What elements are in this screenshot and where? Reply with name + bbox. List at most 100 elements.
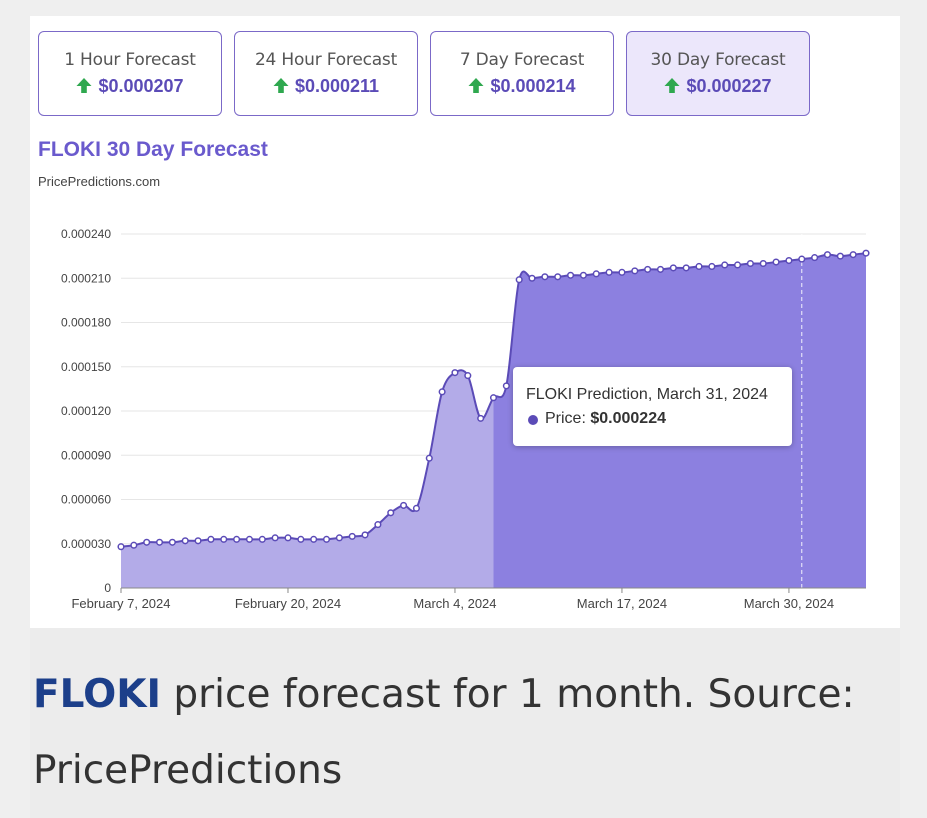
y-tick-label: 0.000210 [61, 271, 111, 285]
y-tick-label: 0.000120 [61, 404, 111, 418]
y-tick-label: 0.000060 [61, 493, 111, 507]
data-point [284, 534, 292, 542]
data-points [117, 249, 870, 551]
data-point [695, 262, 703, 270]
data-point [746, 259, 754, 268]
y-tick-label: 0.000030 [61, 537, 111, 551]
tab-value: $0.000207 [98, 76, 184, 96]
caption-brand: FLOKI [33, 672, 161, 717]
data-point [400, 501, 408, 509]
data-point [335, 534, 343, 542]
data-point [759, 259, 767, 268]
data-point [451, 369, 459, 377]
data-point [258, 535, 266, 543]
x-tick-label: March 4, 2024 [413, 596, 496, 611]
up-arrow-icon [76, 78, 92, 93]
tooltip-price-row: Price: $0.000224 [545, 410, 666, 428]
data-point [734, 261, 742, 269]
tab-24-hour-forecast[interactable]: 24 Hour Forecast $0.000211 [234, 31, 418, 116]
data-point [849, 251, 857, 259]
x-tick-label: March 30, 2024 [744, 596, 834, 611]
data-point [220, 535, 228, 543]
data-point [322, 535, 331, 543]
tab-1-hour-forecast[interactable]: 1 Hour Forecast $0.000207 [38, 31, 222, 116]
data-point [271, 534, 279, 542]
x-tick-label: February 7, 2024 [71, 596, 170, 611]
y-tick-label: 0.000240 [61, 227, 111, 241]
data-point [181, 537, 189, 545]
data-point [785, 257, 793, 265]
data-point [438, 388, 446, 396]
chart-tooltip: FLOKI Prediction, March 31, 2024 Price: … [513, 367, 792, 446]
data-point [233, 535, 241, 543]
data-point [682, 264, 690, 272]
data-point [117, 543, 125, 551]
data-point [374, 521, 382, 529]
data-point [669, 264, 677, 272]
history-area [121, 370, 494, 588]
data-point [618, 268, 626, 276]
tab-30-day-forecast[interactable]: 30 Day Forecast $0.000227 [626, 31, 810, 116]
tab-value-row: $0.000211 [235, 76, 417, 97]
data-point [541, 273, 549, 281]
y-tick-label: 0.000150 [61, 360, 111, 374]
tab-value-row: $0.000214 [431, 76, 613, 97]
data-point [836, 252, 844, 260]
tab-7-day-forecast[interactable]: 7 Day Forecast $0.000214 [430, 31, 614, 116]
data-point [245, 535, 253, 543]
series-dot-icon [528, 415, 538, 425]
data-point [823, 251, 832, 259]
data-point [489, 394, 498, 402]
data-point [554, 273, 562, 281]
y-tick-label: 0.000090 [61, 448, 111, 462]
data-point [592, 270, 600, 278]
tooltip-title: FLOKI Prediction, March 31, 2024 [526, 386, 768, 403]
data-point [155, 538, 164, 546]
up-arrow-icon [468, 78, 484, 93]
tab-value: $0.000211 [294, 76, 380, 96]
tab-value-row: $0.000227 [627, 76, 809, 97]
tab-label: 7 Day Forecast [459, 50, 585, 70]
caption-body: price forecast for 1 month. Source: Pric… [33, 672, 855, 793]
data-point [811, 254, 819, 262]
data-point [515, 276, 523, 284]
data-point [772, 258, 780, 266]
tab-label: 30 Day Forecast [650, 50, 786, 70]
data-point [194, 537, 202, 545]
data-point [631, 267, 639, 275]
data-point [348, 532, 356, 540]
y-tick-label: 0.000180 [61, 316, 111, 330]
data-point [130, 541, 138, 549]
forecast-card: 1 Hour Forecast $0.000207 24 Hour Foreca… [30, 16, 900, 628]
data-point [528, 274, 536, 282]
tab-value-row: $0.000207 [39, 76, 221, 97]
data-point [477, 414, 485, 422]
up-arrow-icon [664, 78, 680, 93]
caption-text: FLOKI price forecast for 1 month. Source… [33, 657, 893, 809]
data-point [297, 535, 305, 543]
tab-value: $0.000227 [686, 76, 772, 96]
data-point [605, 268, 613, 276]
data-point [168, 538, 176, 546]
data-point [579, 271, 587, 279]
data-point [464, 372, 472, 380]
data-point [425, 454, 433, 462]
tooltip-price-label: Price: [545, 410, 586, 427]
data-point [567, 271, 575, 279]
x-tick-label: March 17, 2024 [577, 596, 667, 611]
tab-value: $0.000214 [490, 76, 576, 96]
data-point [656, 265, 665, 273]
price-chart[interactable]: 0 0.000030 0.000060 0.000090 0.000120 0.00015… [30, 16, 900, 628]
data-point [721, 261, 729, 269]
tooltip-price-value: $0.000224 [590, 410, 666, 427]
data-point [862, 249, 870, 257]
tab-label: 1 Hour Forecast [64, 50, 196, 70]
data-point [207, 535, 215, 543]
tab-label: 24 Hour Forecast [254, 50, 398, 70]
axes: 0 0.000030 0.000060 0.000090 0.000120 0.00015… [61, 227, 866, 611]
x-tick-label: February 20, 2024 [235, 596, 341, 611]
data-point [798, 255, 806, 263]
caption: FLOKI price forecast for 1 month. Source… [30, 628, 900, 818]
chart-source: PricePredictions.com [38, 174, 161, 189]
y-tick-label: 0 [104, 581, 111, 595]
